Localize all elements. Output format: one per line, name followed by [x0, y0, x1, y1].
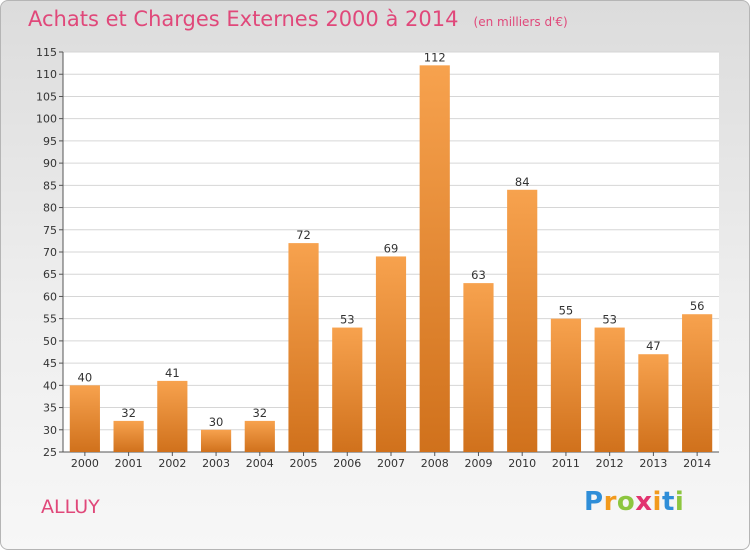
x-tick-label: 2007 — [377, 457, 405, 470]
x-tick-label: 2006 — [333, 457, 361, 470]
logo-letter: r — [603, 487, 617, 517]
x-tick-label: 2011 — [552, 457, 580, 470]
bar-2005 — [288, 243, 319, 452]
data-label: 56 — [690, 299, 705, 313]
y-tick-label: 70 — [43, 246, 57, 259]
y-tick-label: 40 — [43, 379, 57, 392]
logo-letter: o — [616, 487, 636, 517]
y-tick-label: 30 — [43, 424, 57, 437]
y-tick-label: 50 — [43, 335, 57, 348]
data-label: 72 — [296, 228, 311, 242]
place-name: ALLUY — [41, 496, 100, 518]
logo-letter: x — [635, 487, 653, 517]
x-tick-label: 2001 — [115, 457, 143, 470]
x-tick-label: 2005 — [290, 457, 318, 470]
y-tick-label: 100 — [36, 113, 57, 126]
bar-2004 — [244, 420, 275, 452]
data-label: 63 — [471, 268, 486, 282]
y-tick-label: 85 — [43, 179, 57, 192]
data-label: 41 — [165, 366, 180, 380]
x-tick-label: 2014 — [683, 457, 711, 470]
logo-letter: P — [584, 487, 604, 517]
y-tick-label: 105 — [36, 90, 57, 103]
title-row: Achats et Charges Externes 2000 à 2014 (… — [28, 7, 568, 31]
data-label: 84 — [515, 175, 530, 189]
y-tick-label: 35 — [43, 402, 57, 415]
logo-letter: t — [661, 487, 675, 517]
y-tick-label: 80 — [43, 202, 57, 215]
x-tick-label: 2004 — [246, 457, 274, 470]
x-tick-label: 2002 — [158, 457, 186, 470]
x-tick-label: 2000 — [71, 457, 99, 470]
data-label: 40 — [78, 370, 93, 384]
bar-2013 — [638, 354, 669, 452]
x-tick-label: 2013 — [639, 457, 667, 470]
bar-2012 — [594, 327, 625, 452]
data-label: 30 — [209, 415, 224, 429]
data-label: 55 — [559, 304, 574, 318]
bar-2006 — [332, 327, 363, 452]
bar-2008 — [419, 65, 450, 452]
x-tick-label: 2009 — [464, 457, 492, 470]
data-label: 47 — [646, 339, 661, 353]
bar-2010 — [507, 189, 538, 452]
data-label: 69 — [384, 241, 399, 255]
y-tick-label: 95 — [43, 135, 57, 148]
x-tick-label: 2010 — [508, 457, 536, 470]
y-tick-label: 75 — [43, 224, 57, 237]
bar-2009 — [463, 283, 494, 452]
y-tick-label: 65 — [43, 268, 57, 281]
y-tick-label: 90 — [43, 157, 57, 170]
proxiti-logo: Proxiti — [584, 487, 684, 517]
chart-subtitle: (en milliers d'€) — [473, 15, 568, 29]
data-label: 32 — [252, 406, 267, 420]
logo-letter: i — [652, 487, 662, 517]
y-tick-label: 45 — [43, 357, 57, 370]
bar-2002 — [157, 380, 188, 452]
y-tick-label: 115 — [36, 46, 57, 59]
y-tick-label: 110 — [36, 68, 57, 81]
data-label: 112 — [424, 50, 446, 64]
bar-2000 — [69, 385, 100, 452]
y-tick-label: 25 — [43, 446, 57, 459]
data-label: 53 — [340, 313, 355, 327]
chart-title: Achats et Charges Externes 2000 à 2014 — [28, 7, 459, 31]
x-tick-label: 2008 — [421, 457, 449, 470]
y-tick-label: 55 — [43, 313, 57, 326]
y-tick-label: 60 — [43, 290, 57, 303]
bar-2014 — [682, 314, 713, 452]
bar-2011 — [550, 318, 582, 452]
x-tick-label: 2003 — [202, 457, 230, 470]
bar-2003 — [200, 429, 232, 452]
data-label: 32 — [121, 406, 136, 420]
bar-2007 — [375, 256, 407, 452]
x-tick-label: 2012 — [596, 457, 624, 470]
data-label: 53 — [602, 313, 617, 327]
logo-letter: i — [674, 487, 685, 517]
bar-2001 — [113, 420, 144, 452]
